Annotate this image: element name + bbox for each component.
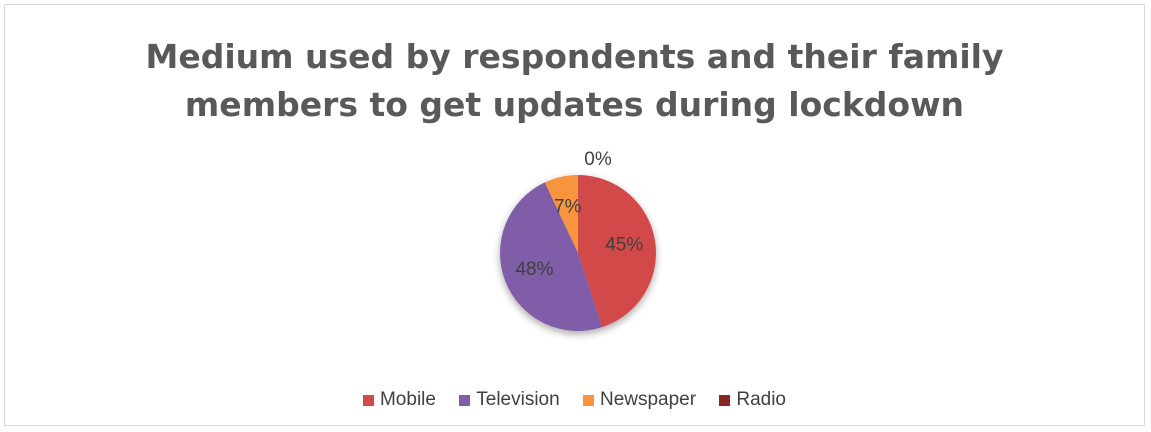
- data-label-television: 48%: [515, 259, 553, 280]
- data-label-mobile: 45%: [605, 235, 643, 256]
- data-label-radio: 0%: [584, 149, 612, 170]
- data-label-newspaper: 7%: [554, 196, 582, 217]
